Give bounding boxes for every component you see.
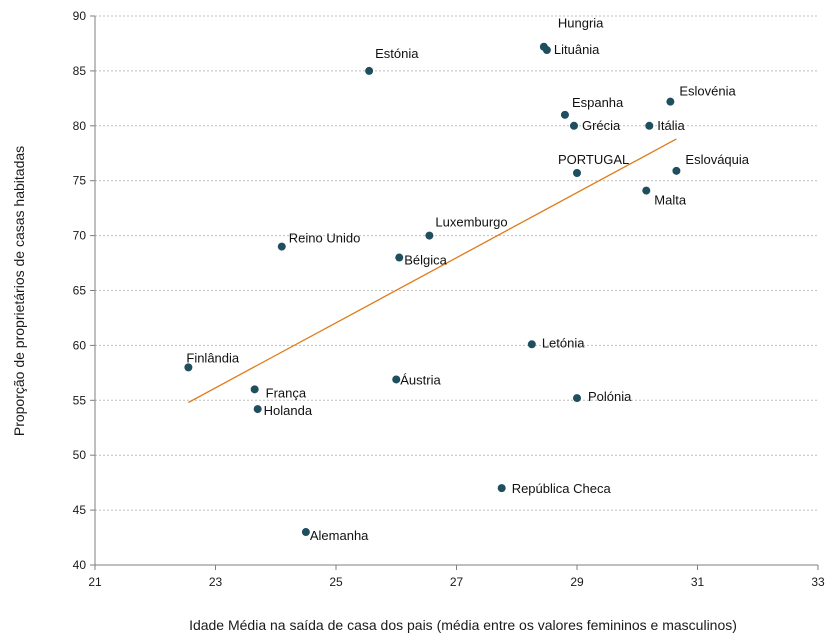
- x-tick-label: 33: [811, 575, 825, 589]
- x-tick-label: 21: [88, 575, 102, 589]
- data-point: [672, 166, 681, 175]
- y-tick-label: 60: [73, 338, 87, 352]
- point-label: PORTUGAL: [558, 152, 629, 167]
- point-label: Holanda: [264, 403, 313, 418]
- point-label: Polónia: [588, 389, 632, 404]
- point-label: República Checa: [512, 481, 612, 496]
- point-label: Grécia: [582, 118, 621, 133]
- y-tick-label: 85: [73, 64, 87, 78]
- x-tick-label: 27: [450, 575, 464, 589]
- gridlines: [95, 15, 818, 511]
- y-tick-label: 50: [73, 448, 87, 462]
- data-point: [184, 363, 193, 372]
- y-axis-title: Proporção de proprietários de casas habi…: [11, 146, 27, 436]
- y-tick-label: 65: [73, 284, 87, 298]
- data-point: [642, 186, 651, 195]
- point-label: Luxemburgo: [435, 215, 507, 230]
- point-label: Bélgica: [404, 253, 447, 268]
- point-label: Itália: [657, 118, 685, 133]
- x-tick-label: 25: [329, 575, 343, 589]
- trendline-group: [188, 138, 677, 404]
- point-label: Letónia: [542, 335, 585, 350]
- data-point: [542, 46, 551, 55]
- data-point: [425, 231, 434, 240]
- data-point: [277, 242, 286, 251]
- point-label: Malta: [654, 193, 687, 208]
- point-label: Estónia: [375, 46, 419, 61]
- data-point: [497, 484, 506, 493]
- y-tick-label: 80: [73, 119, 87, 133]
- point-labels: Hungria Lituânia Estónia Eslovénia Espanha Gr…: [186, 16, 749, 543]
- data-point: [392, 375, 401, 384]
- data-point: [253, 405, 262, 414]
- data-point: [301, 528, 310, 537]
- y-tick-label: 40: [73, 558, 87, 572]
- point-label: Hungria: [558, 16, 604, 31]
- point-label: França: [266, 385, 307, 400]
- y-tick-label: 70: [73, 229, 87, 243]
- x-tick-label: 31: [691, 575, 705, 589]
- point-label: Eslovénia: [679, 84, 736, 99]
- data-point: [250, 385, 259, 394]
- point-label: Alemanha: [310, 528, 369, 543]
- data-point: [666, 97, 675, 106]
- data-point: [645, 121, 654, 130]
- data-point: [560, 110, 569, 119]
- data-point: [573, 169, 581, 178]
- axis-ticks: 40 45 50 55 60 65 70 75 80 85 90 21 23 25 27 29 31 33: [73, 9, 825, 589]
- trendline: [188, 138, 677, 404]
- point-label: Finlândia: [186, 350, 240, 365]
- data-point: [569, 121, 578, 130]
- point-label: Reino Unido: [289, 231, 361, 246]
- y-tick-label: 55: [73, 393, 87, 407]
- data-point: [573, 394, 581, 403]
- point-label: Áustria: [400, 372, 441, 387]
- point-label: Eslováquia: [685, 152, 749, 167]
- data-point: [527, 340, 536, 349]
- x-tick-label: 23: [209, 575, 223, 589]
- point-label: Lituânia: [554, 42, 600, 57]
- x-axis-title: Idade Média na saída de casa dos pais (m…: [189, 617, 737, 633]
- y-tick-label: 45: [73, 503, 87, 517]
- y-tick-label: 75: [73, 174, 87, 188]
- data-point: [365, 66, 374, 75]
- point-label: Espanha: [572, 95, 624, 110]
- x-tick-label: 29: [570, 575, 584, 589]
- y-tick-label: 90: [73, 9, 87, 23]
- data-points: [184, 42, 681, 537]
- data-point: [395, 253, 404, 262]
